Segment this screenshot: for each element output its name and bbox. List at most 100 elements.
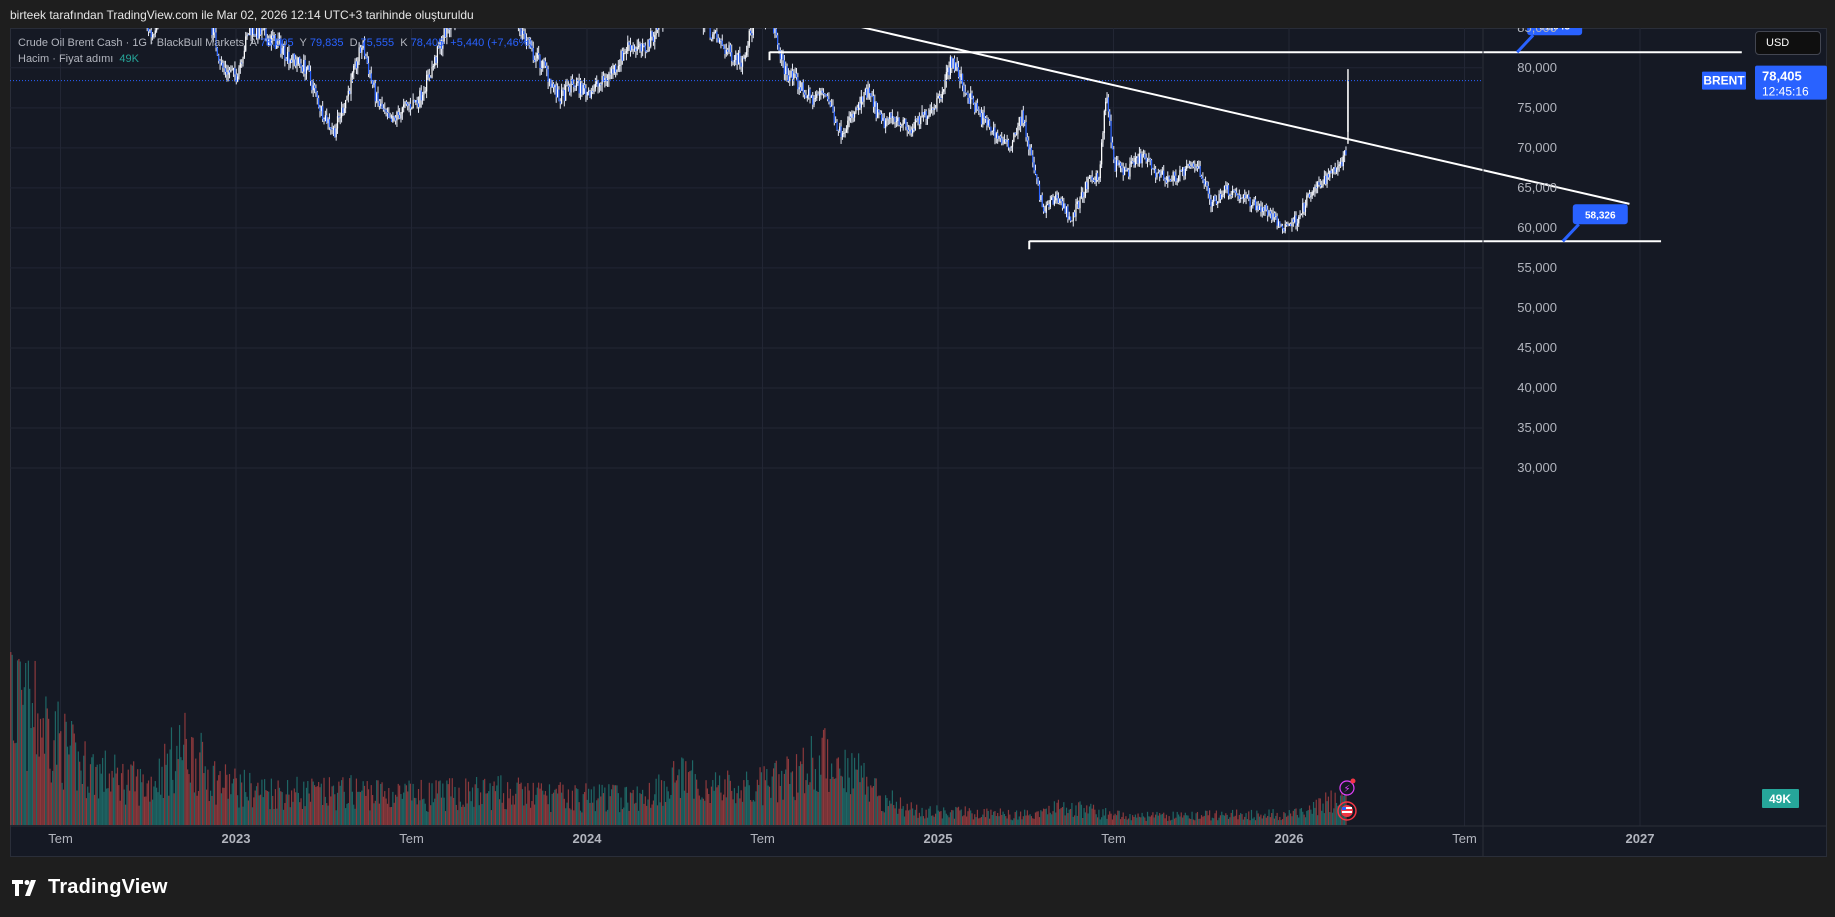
candle-body (438, 46, 440, 48)
volume-bar (890, 803, 892, 825)
volume-bar (133, 761, 135, 825)
candle-body (268, 38, 270, 46)
volume-bar (421, 799, 424, 825)
candle-body (1190, 166, 1192, 167)
volume-bar (1018, 816, 1020, 825)
volume-bar (639, 793, 641, 825)
legend-row-volume: Hacim · Fiyat adımı 49K (18, 51, 535, 67)
candle-body (1096, 173, 1099, 180)
volume-bar (477, 788, 479, 825)
candle-body (1055, 194, 1057, 201)
candle-body (523, 30, 525, 34)
candle-body (1164, 179, 1166, 181)
volume-bar (1190, 818, 1192, 825)
volume-bar (338, 781, 340, 825)
volume-bar (446, 780, 448, 825)
candle-body (222, 62, 224, 68)
candle-body (632, 45, 634, 50)
volume-bar (759, 767, 761, 825)
volume-bar (658, 774, 660, 825)
candle-body (972, 98, 974, 104)
last-price-tag (1755, 65, 1827, 100)
volume-bar (1172, 811, 1174, 825)
candle-body (1338, 164, 1340, 167)
candle-body (872, 96, 875, 107)
candle-body (976, 102, 979, 110)
candle-body (328, 119, 331, 128)
volume-bar (1005, 816, 1007, 825)
volume-bar (597, 798, 599, 825)
candle-body (1233, 190, 1235, 192)
volume-bar (543, 794, 545, 825)
candle-body (596, 81, 598, 84)
volume-bar (197, 791, 200, 825)
volume-bar (438, 781, 440, 825)
volume-bar (257, 782, 259, 825)
volume-bar (1101, 817, 1103, 825)
legend-low-label: D (349, 37, 358, 49)
volume-bar (295, 792, 297, 825)
candle-body (880, 113, 883, 121)
volume-bar (191, 736, 193, 825)
candle-body (714, 31, 717, 33)
volume-bar (772, 768, 775, 825)
volume-bar (874, 778, 876, 825)
volume-bar (571, 790, 574, 825)
candle-body (270, 35, 272, 45)
volume-bar (211, 795, 213, 825)
candle-body (571, 79, 574, 85)
candle-body (399, 114, 401, 119)
volume-bar (870, 785, 872, 825)
candle-body (388, 113, 390, 118)
volume-bar (853, 757, 856, 825)
volume-bar (162, 797, 164, 825)
volume-bar (871, 787, 873, 825)
candle-body (997, 133, 999, 139)
volume-bar (573, 810, 575, 825)
candle-body (727, 49, 729, 52)
candle-body (650, 31, 652, 47)
volume-bar (704, 800, 706, 825)
candle-body (853, 112, 856, 118)
candle-body (1021, 110, 1023, 126)
volume-bar (1248, 811, 1250, 825)
volume-bar (88, 792, 90, 825)
candle-body (299, 57, 301, 64)
candle-body (218, 55, 220, 61)
volume-bar (397, 783, 399, 825)
tradingview-logo[interactable]: TradingView (12, 876, 168, 899)
candle-body (916, 119, 918, 121)
volume-bar (41, 737, 43, 825)
volume-bar (866, 776, 868, 825)
candle-body (394, 117, 397, 121)
volume-bar (1283, 812, 1285, 825)
candle-body (540, 68, 542, 69)
candle-body (828, 99, 830, 102)
volume-bar (351, 791, 353, 825)
volume-bar (484, 778, 486, 825)
candle-body (1229, 195, 1231, 196)
volume-bar (1300, 808, 1303, 825)
candle-body (241, 62, 243, 64)
candle-body (519, 28, 521, 29)
footer-bar (0, 858, 1835, 917)
candle-body (423, 91, 425, 96)
candle-body (609, 73, 611, 75)
currency-button[interactable]: USD (1755, 31, 1821, 55)
volume-bar (1025, 815, 1027, 825)
volume-bar (887, 806, 889, 825)
candle-body (939, 96, 941, 99)
volume-bar (1067, 813, 1069, 825)
volume-bar (527, 783, 529, 825)
volume-bar (1086, 805, 1088, 825)
candle-body (970, 93, 972, 104)
volume-bar (1191, 811, 1193, 825)
candle-body (890, 112, 892, 118)
candle-body (1285, 223, 1288, 225)
volume-bar (997, 813, 999, 825)
candle-body (777, 35, 779, 45)
volume-bar (343, 791, 345, 825)
candle-body (655, 28, 657, 36)
volume-bar (993, 811, 995, 825)
